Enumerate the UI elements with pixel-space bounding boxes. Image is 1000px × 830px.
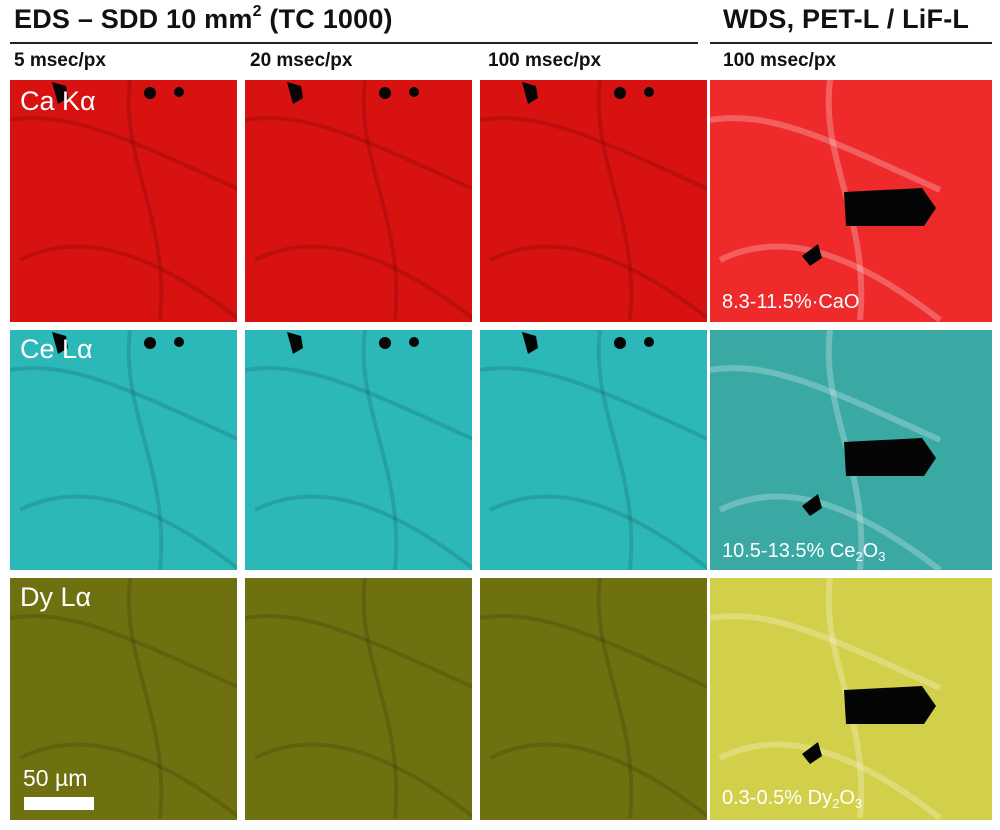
grain-void — [409, 337, 419, 347]
grain-void — [379, 87, 391, 99]
map-panel-ce-20ms — [245, 330, 472, 570]
grain-void — [287, 332, 303, 354]
grain-void — [802, 244, 822, 266]
grain-void — [522, 82, 538, 104]
row-label-ce: Ce Lα — [20, 334, 93, 364]
map-panel-dy-20ms — [245, 578, 472, 820]
row-label-dy: Dy Lα — [20, 582, 92, 612]
map-panel-ca-20ms — [245, 80, 472, 322]
grain-void — [644, 337, 654, 347]
eds-header-rule — [10, 42, 698, 44]
grain-void — [144, 87, 156, 99]
eds-title: EDS – SDD 10 mm2 (TC 1000) — [14, 3, 393, 35]
grain-void — [144, 337, 156, 349]
map-panel-ce-5ms — [10, 330, 237, 570]
grain-void — [522, 332, 538, 354]
scale-bar-label: 50 µm — [23, 765, 88, 791]
column-label-20ms: 20 msec/px — [250, 50, 353, 71]
grain-void — [802, 742, 822, 764]
grain-void — [614, 87, 626, 99]
wds-concentration-dy2o3: 0.3-0.5% Dy2O3 — [722, 787, 863, 811]
map-panel-dy-wds — [710, 578, 992, 820]
scale-bar — [24, 797, 94, 810]
row-label-ca: Ca Kα — [20, 86, 96, 116]
grain-void — [174, 87, 184, 97]
map-panel-ca-5ms — [10, 80, 237, 322]
map-panel-dy-5ms — [10, 578, 237, 820]
grain-void — [844, 438, 936, 476]
grain-void — [174, 337, 184, 347]
grain-void — [287, 82, 303, 104]
grain-void — [844, 188, 936, 226]
grain-void — [52, 82, 68, 104]
map-panel-ca-100ms — [480, 80, 707, 322]
grain-void — [614, 337, 626, 349]
grain-void — [644, 87, 654, 97]
grain-void — [409, 87, 419, 97]
map-panel-dy-100ms — [480, 578, 707, 820]
wds-header-rule — [710, 42, 992, 44]
map-panel-ca-wds — [710, 80, 992, 322]
column-label-100ms: 100 msec/px — [488, 50, 602, 71]
wds-title: WDS, PET-L / LiF-L — [723, 4, 970, 34]
grain-void — [844, 686, 936, 724]
wds-concentration-cao: 8.3-11.5%·CaO — [722, 291, 860, 313]
grain-void — [802, 494, 822, 516]
map-panel-ce-100ms — [480, 330, 707, 570]
map-panel-ce-wds — [710, 330, 992, 570]
column-label-wds-100ms: 100 msec/px — [723, 50, 837, 71]
wds-concentration-ce2o3: 10.5-13.5% Ce2O3 — [722, 540, 886, 564]
column-label-5ms: 5 msec/px — [14, 50, 106, 71]
grain-void — [379, 337, 391, 349]
grain-void — [52, 332, 68, 354]
